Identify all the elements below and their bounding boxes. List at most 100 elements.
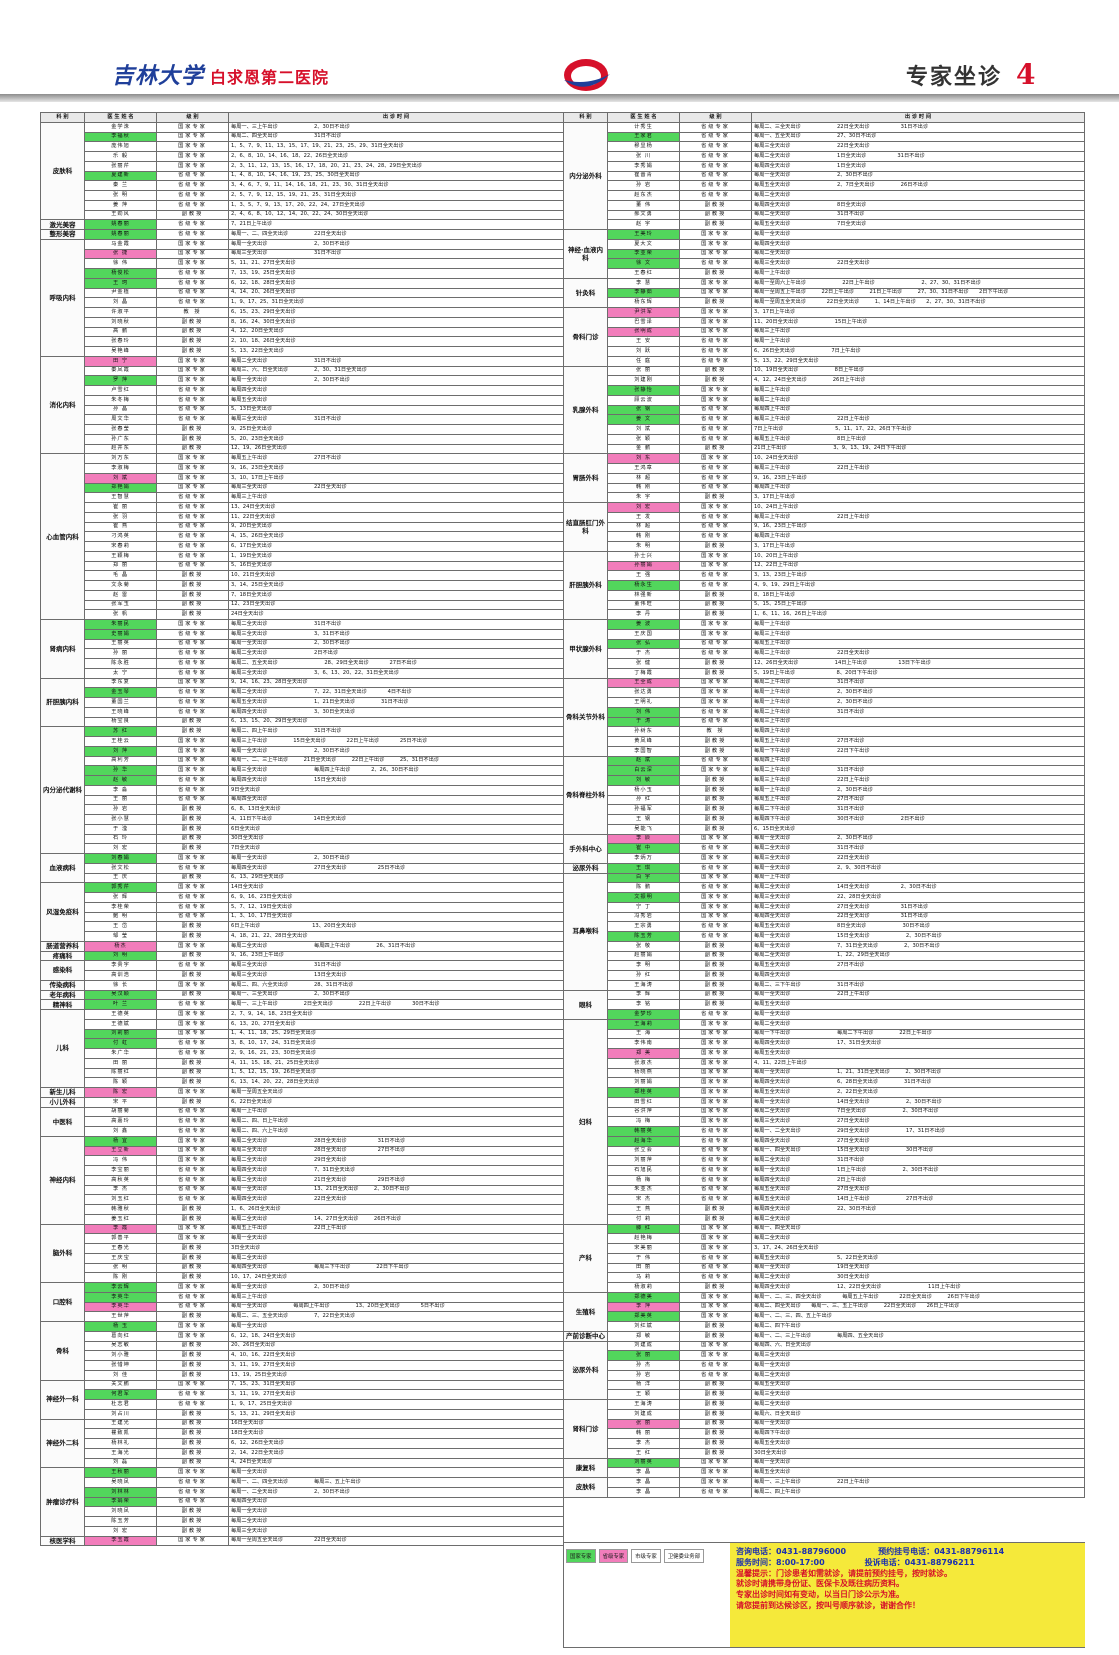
doctor-title-cell: 国家专家 — [679, 1067, 752, 1079]
table-row: 韩丽英 省级专家 每周一、二全天出诊 29日全天出诊 17、31日不出诊 — [564, 1126, 1085, 1137]
doctor-name-cell: 李 晶 — [607, 1467, 680, 1478]
doctor-name-cell: 杨宝良 — [84, 716, 157, 728]
doctor-title-cell: 省级专家 — [156, 277, 229, 289]
schedule-cell: 每周一、二、四全天出诊 每周三、五上午出诊 — [228, 1477, 564, 1488]
doctor-name-cell: 张 颖 — [607, 433, 680, 445]
table-row: 王智慧 省级专家 每周三上午出诊 — [41, 492, 564, 503]
doctor-name-cell: 金学洙 — [84, 121, 157, 133]
schedule-cell: 每周一、二、三、四全天出诊 每周五上午出诊 22日全天出诊 26日下午出诊 — [751, 1291, 1085, 1303]
doctor-name-cell: 庞伟旭 — [84, 141, 157, 152]
dept-cell: 肝胆胰内科 — [40, 677, 85, 728]
schedule-cell: 每周三上午出诊 15日全天出诊 22日上午出诊 25日不出诊 — [228, 736, 564, 747]
table-row: 乳腺外科张 丽副教授 10、19日全天出诊 8日上午出诊 — [563, 365, 1085, 455]
doctor-title-cell: 国家专家 — [156, 160, 229, 172]
doctor-name-cell: 郝文勇 — [607, 209, 680, 221]
table-row: 穆显杨 省级专家 每周三全天出诊 22日全天出诊 — [564, 141, 1085, 152]
doctor-title-cell: 省级专家 — [679, 463, 752, 474]
table-row: 石 玲副教授 30日全天出诊 — [41, 833, 564, 845]
schedule-cell: 每周二全天出诊 1、22、29日全天出诊 — [751, 950, 1085, 962]
dept-cell: 泌尿外科 — [563, 862, 608, 874]
doctor-name-cell: 孙 晶 — [84, 404, 157, 416]
schedule-cell: 4、15、26日全天出诊 — [228, 531, 564, 542]
doctor-title-cell: 副教授 — [156, 970, 229, 981]
table-row: 骨科杨 玉国家专家 每周一全天出诊 — [40, 1321, 564, 1381]
doctor-title-cell: 副教授 — [156, 726, 229, 737]
doctor-title-cell: 副教授 — [156, 872, 229, 884]
schedule-cell: 每周五全天出诊 — [751, 1048, 1085, 1059]
doctor-title-cell: 副教授 — [156, 1340, 229, 1352]
schedule-cell: 每周二下午出诊 31日不出诊 — [751, 804, 1085, 815]
doctor-title-cell: 副教授 — [679, 609, 752, 620]
doctor-title-cell: 省级专家 — [156, 268, 229, 279]
doctor-name-cell: 姚春丽 — [84, 229, 157, 240]
doctor-title-cell: 省级专家 — [156, 521, 229, 533]
doctor-title-cell: 省级专家 — [156, 1301, 229, 1313]
doctor-name-cell: 李 辉 — [607, 989, 680, 1001]
doctor-name-cell: 李 晶 — [607, 1486, 680, 1498]
schedule-cell: 每周一至周五全天出诊 22日全天出诊 — [228, 1535, 564, 1547]
doctor-name-cell: 刘建成 — [607, 1340, 680, 1352]
doctor-name-cell: 王 丽 — [84, 794, 157, 806]
doctor-name-cell: 姜 萍 — [84, 199, 157, 211]
doctor-name-cell: 韩丽英 — [607, 1126, 680, 1137]
doctor-title-cell: 省级专家 — [679, 862, 752, 874]
doctor-name-cell: 王建光 — [84, 1418, 157, 1430]
doctor-name-cell: 卢雪红 — [84, 385, 157, 396]
doctor-name-cell: 马金霞 — [84, 238, 157, 250]
doctor-name-cell: 崔 燕 — [84, 521, 157, 533]
doctor-title-cell: 省级专家 — [156, 229, 229, 240]
doctor-name-cell: 张春玲 — [84, 336, 157, 347]
table-row: 李 铭副教授 每周五全天出诊 — [564, 999, 1085, 1010]
doctor-name-cell: 张 敬 — [607, 940, 680, 952]
schedule-cell: 每周一全天出诊 每周四上午出诊 13、20日全天出诊 5日不出诊 — [228, 1301, 564, 1313]
schedule-cell: 14日全天出诊 — [228, 882, 564, 893]
table-row: 李秀娟 省级专家 每周四全天出诊 1日全天出诊 — [564, 160, 1085, 172]
table-body-right: 内分泌外科 计秀生 省级专家 每周二、三全天出诊 22日全天出诊 31日不出诊 王家君省… — [563, 121, 1085, 1498]
table-row: 夏大文 国家专家 每周四全天出诊 — [564, 238, 1085, 250]
doctor-name-cell: 李 丹 — [607, 609, 680, 620]
doctor-name-cell: 刘 鑫 — [84, 1126, 157, 1137]
doctor-name-cell: 刘建刚 — [607, 375, 680, 386]
schedule-cell: 每周二、三、五全天出诊 7、22日全天出诊 — [228, 1311, 564, 1322]
doctor-name-cell: 太 宁 — [84, 667, 157, 679]
doctor-name-cell: 刘 斌 — [607, 424, 680, 435]
doctor-title-cell: 副教授 — [679, 1447, 752, 1459]
table-row: 李娟荣 省级专家 每周四全天出诊 — [41, 1496, 564, 1508]
schedule-cell: 30日全天出诊 — [228, 833, 564, 845]
dept-cell: 整形美容 — [40, 229, 85, 240]
table-row: 张 辉省级专家 6、9、16、23日全天出诊 — [41, 892, 564, 903]
doctor-name-cell: 王 庆 — [84, 872, 157, 884]
schedule-cell: 每周一上午出诊 — [751, 268, 1085, 279]
table-row: 李亚荣 国家专家 每周二全天出诊 — [564, 248, 1085, 260]
table-row: 张立会 省级专家 每周一、四全天出诊 15日全天出诊 30日不出诊 — [564, 1145, 1085, 1157]
doctor-title-cell: 副教授 — [679, 1418, 752, 1430]
table-row: 陈 鹏省级专家 每周二全天出诊 14日全天出诊 2、30日不出诊 — [564, 882, 1085, 893]
schedule-cell: 每周一上午出诊 — [751, 619, 1085, 630]
doctor-title-cell: 副教授 — [156, 609, 229, 620]
doctor-title-cell: 副教授 — [156, 1516, 229, 1527]
doctor-name-cell: 王海涛 — [607, 979, 680, 991]
table-row: 杨淑莉 副教授 每周四全天出诊 12、22日全天出诊 11日上午出诊 — [564, 1282, 1085, 1293]
schedule-cell: 每周一全天出诊 2、30日不出诊 — [228, 375, 564, 386]
table-row: 瞿致凯 副教授 18日全天出诊 — [41, 1428, 564, 1439]
doctor-name-cell: 刘万东 — [84, 453, 157, 464]
schedule-cell: 每周一、二、三上午出诊 21日全天出诊 22日上午出诊 25、31日不出诊 — [228, 755, 564, 767]
schedule-cell: 6、12、18、24日全天出诊 — [228, 1330, 564, 1342]
schedule-cell: 每周四全天出诊 22日全天出诊 — [228, 1194, 564, 1205]
doctor-name-cell: 郑 敏 — [607, 1330, 680, 1342]
table-row: 于 伟省级专家 每周五全天出诊 5、22日全天出诊 — [564, 1252, 1085, 1264]
schedule-cell: 每周四上午出诊 — [751, 482, 1085, 494]
doctor-title-cell: 副教授 — [156, 1096, 229, 1108]
doctor-title-cell: 副教授 — [679, 667, 752, 679]
table-row: 宋美丽 国家专家 3、17、24、26日全天出诊 — [564, 1243, 1085, 1254]
table-row: 手外科中心李 辰国家专家 每周一全天出诊 2、30日不出诊 — [563, 833, 1085, 864]
schedule-cell: 每周五全天出诊 2、22日全天出诊 — [751, 1087, 1085, 1098]
doctor-name-cell: 杨 宜 — [84, 1135, 157, 1147]
schedule-cell: 每周一全天出诊 — [228, 1321, 564, 1332]
dept-cell: 内分泌外科 — [563, 121, 608, 231]
doctor-name-cell: 黄凤峰 — [607, 736, 680, 747]
schedule-cell: 每周五上午出诊 8日上午出诊 — [751, 433, 1085, 445]
doctor-name-cell: 董伟旺 — [607, 599, 680, 611]
schedule-cell: 每周一全天出诊 1、21、31日全天出诊 2、30日不出诊 — [751, 1067, 1085, 1079]
doctor-name-cell: 田 宁 — [84, 355, 157, 367]
